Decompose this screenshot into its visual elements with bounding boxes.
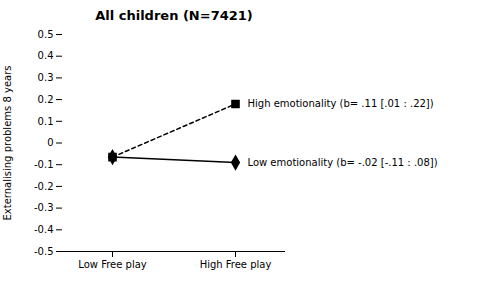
- svg-text:-0.1: -0.1: [34, 159, 54, 170]
- svg-text:0.2: 0.2: [38, 94, 54, 105]
- svg-text:Externalising problems 8 years: Externalising problems 8 years: [2, 66, 13, 221]
- svg-text:0: 0: [47, 137, 53, 148]
- svg-text:0.1: 0.1: [38, 116, 54, 127]
- svg-text:-0.2: -0.2: [34, 181, 54, 192]
- svg-text:-0.4: -0.4: [34, 224, 54, 235]
- svg-text:High Free play: High Free play: [200, 259, 272, 270]
- svg-text:-0.5: -0.5: [34, 246, 54, 257]
- svg-text:Low emotionality (b= -.02 [-.1: Low emotionality (b= -.02 [-.11 : .08]): [248, 157, 438, 168]
- svg-text:0.5: 0.5: [38, 29, 54, 40]
- svg-text:High emotionality (b= .11 [.01: High emotionality (b= .11 [.01 : .22]): [248, 98, 434, 109]
- svg-text:All children (N=7421): All children (N=7421): [95, 8, 253, 23]
- svg-text:0.4: 0.4: [38, 50, 54, 61]
- svg-text:Low Free play: Low Free play: [78, 259, 147, 270]
- svg-text:-0.3: -0.3: [34, 202, 54, 213]
- svg-text:0.3: 0.3: [38, 72, 54, 83]
